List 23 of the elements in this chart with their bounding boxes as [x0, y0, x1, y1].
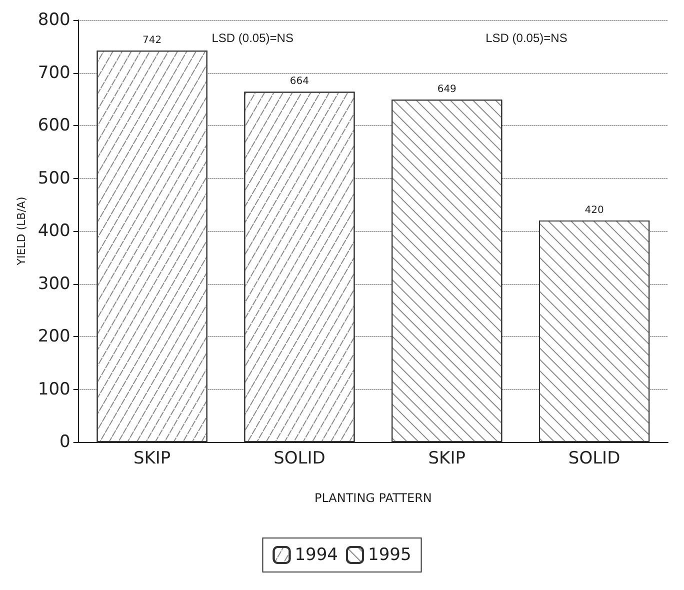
y-tick-label: 600	[38, 116, 70, 136]
y-tick-label: 500	[38, 168, 70, 188]
y-axis-title: YIELD (LB/A)	[15, 196, 28, 266]
annotation: LSD (0.05)=NS	[212, 31, 294, 45]
y-tick-label: 800	[38, 10, 70, 30]
x-tick-label: SOLID	[568, 448, 620, 468]
x-tick-label: SOLID	[274, 448, 326, 468]
x-tick-label: SKIP	[428, 448, 466, 468]
x-tick-label: SKIP	[133, 448, 171, 468]
y-tick-label: 200	[38, 326, 70, 346]
data-label: 742	[142, 35, 162, 46]
x-axis-title: PLANTING PATTERN	[314, 491, 432, 505]
y-tick-label: 400	[38, 221, 70, 241]
y-tick-label: 300	[38, 274, 70, 294]
legend-label: 1994	[294, 545, 338, 565]
data-label: 649	[437, 84, 456, 96]
legend-label: 1995	[368, 545, 412, 565]
data-label: 420	[584, 204, 604, 216]
annotation: LSD (0.05)=NS	[486, 31, 568, 45]
y-tick-label: 100	[38, 379, 70, 400]
y-tick-label: 0	[60, 432, 70, 452]
y-tick-label: 700	[38, 62, 70, 83]
data-label: 664	[290, 76, 310, 88]
